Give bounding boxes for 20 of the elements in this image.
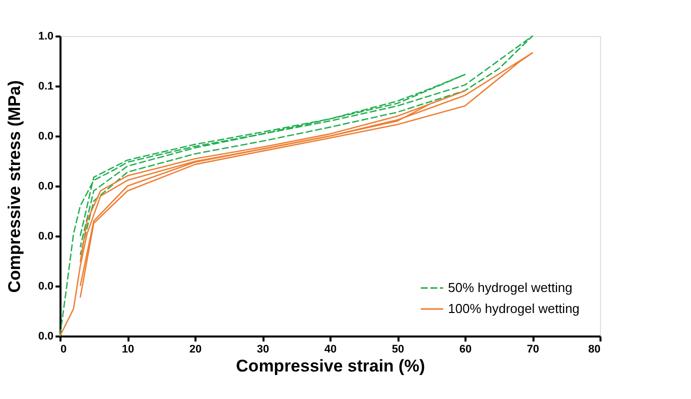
x-axis-title: Compressive strain (%)	[236, 356, 425, 376]
x-tick-label: 80	[588, 344, 600, 356]
y-tick-label: 1.0	[38, 30, 54, 42]
y-tick-label: 0.1	[38, 80, 54, 92]
y-tick-label: 0.0	[38, 330, 54, 342]
x-tick-label: 20	[189, 344, 202, 356]
x-tick-label: 30	[256, 344, 270, 356]
x-tick-label: 50	[392, 344, 404, 356]
x-tick-label: 10	[122, 344, 134, 356]
x-tick-label: 60	[459, 344, 472, 356]
y-tick-label: 0.0	[38, 230, 54, 242]
x-tick-label: 70	[526, 344, 540, 356]
y-tick-label: 0.0	[38, 280, 54, 292]
legend-label: 50% hydrogel wetting	[448, 280, 572, 295]
legend-label: 100% hydrogel wetting	[448, 301, 580, 316]
x-tick-label: 40	[324, 344, 337, 356]
x-tick-label: 0	[60, 344, 67, 356]
y-tick-label: 0.0	[38, 180, 54, 192]
y-axis-title: Compressive stress (MPa)	[5, 80, 24, 293]
y-tick-label: 0.0	[38, 130, 54, 142]
